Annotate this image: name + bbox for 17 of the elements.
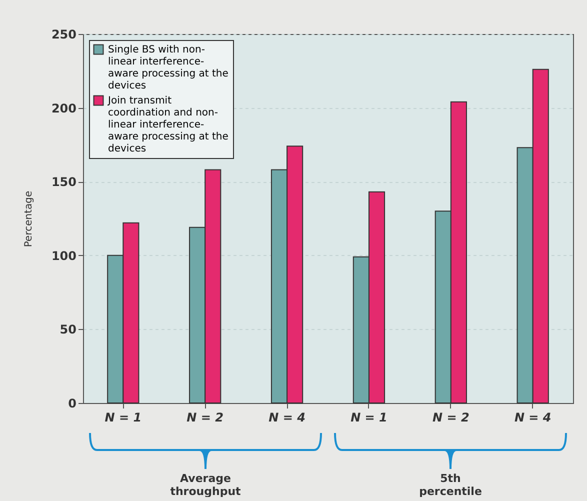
y-tick-label: 100 [51, 248, 76, 263]
x-tick-label: N = 2 [432, 410, 470, 424]
y-tick-label: 200 [51, 101, 76, 116]
y-tick-label: 0 [68, 396, 76, 410]
text: 5th percentile [419, 472, 482, 498]
legend-label: Join transmit coordination and non-linear interference-aware processing at the devices [107, 96, 228, 154]
y-tick-label: 150 [51, 175, 76, 190]
x-tick-label: N = 2 [186, 410, 224, 424]
x-tick-label: N = 4 [268, 410, 306, 424]
x-tick-label: N = 1 [104, 410, 142, 424]
y-tick-label: 50 [60, 322, 76, 337]
y-axis-title: Percentage [23, 190, 34, 248]
legend-label: Single BS with non-linear interference-aware processing at the devices [108, 44, 228, 92]
x-tick-label: N = 1 [350, 410, 388, 424]
x-tick-label: N = 4 [514, 410, 552, 424]
text: Average throughput [170, 472, 241, 498]
y-tick-label: 250 [51, 28, 76, 42]
